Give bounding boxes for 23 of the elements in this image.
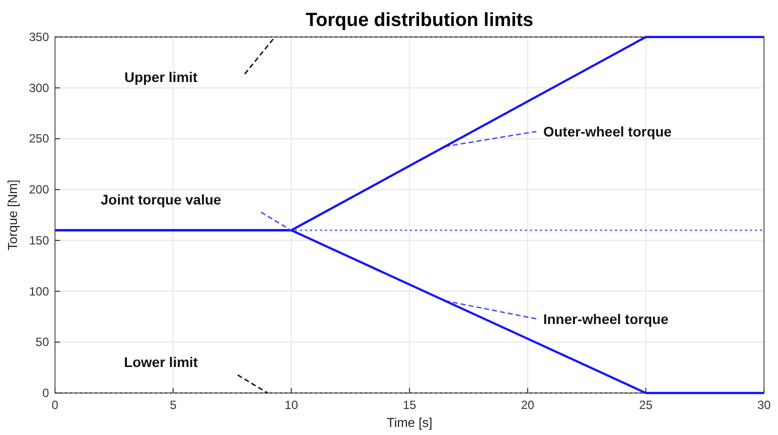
y-tick-label: 50 <box>36 335 50 350</box>
series-label: Outer-wheel torque <box>543 124 672 140</box>
x-tick-label: 25 <box>639 398 653 412</box>
y-tick-label: 100 <box>28 284 50 298</box>
y-tick-label: 0 <box>42 386 50 400</box>
y-tick-label: 350 <box>28 30 50 44</box>
ref-line-label: Upper limit <box>124 69 198 85</box>
ref-line-label: Lower limit <box>124 354 198 370</box>
x-tick-label: 30 <box>757 398 771 412</box>
chart-title: Torque distribution limits <box>306 10 534 31</box>
x-tick-label: 5 <box>170 398 177 412</box>
x-tick-label: 10 <box>284 398 298 412</box>
y-tick-label: 250 <box>28 132 50 146</box>
y-tick-label: 200 <box>28 182 50 197</box>
x-axis-title: Time [s] <box>386 415 432 430</box>
y-axis-title: Torque [Nm] <box>5 180 20 250</box>
y-tick-label: 300 <box>28 80 50 95</box>
ref-line-label: Joint torque value <box>100 191 222 208</box>
series-label: Inner-wheel torque <box>543 310 669 327</box>
y-tick-label: 150 <box>28 233 50 248</box>
x-tick-label: 15 <box>402 398 416 412</box>
x-tick-label: 0 <box>52 398 59 412</box>
x-tick-label: 20 <box>520 398 535 412</box>
